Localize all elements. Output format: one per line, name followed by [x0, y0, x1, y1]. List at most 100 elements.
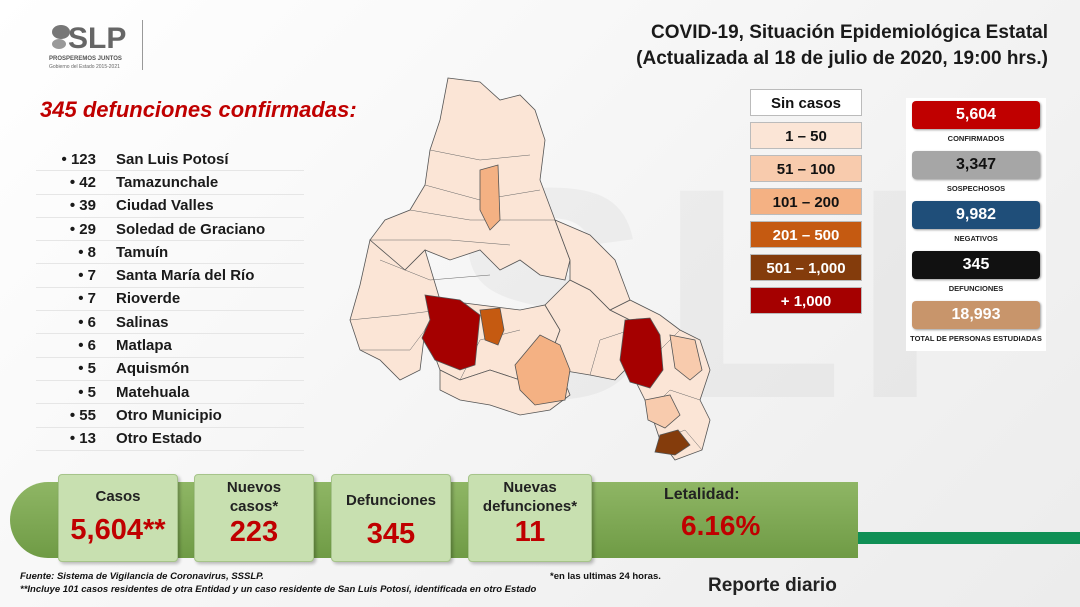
deaths-label: Defunciones [345, 492, 436, 509]
municipality-row: • 7 Rioverde [36, 288, 304, 312]
municipality-row: • 5 Aquismón [36, 358, 304, 381]
municipality-count: • 5 [78, 360, 96, 378]
municipality-count: • 7 [78, 290, 96, 308]
municipality-count: • 6 [78, 313, 96, 331]
new-cases-label-2: casos* [229, 498, 279, 515]
logo-tagline: PROSPEREMOS JUNTOS [49, 56, 122, 62]
municipality-count: • 13 [69, 430, 96, 448]
municipality-count: • 29 [69, 220, 96, 238]
cases-card: Casos 5,604** [58, 474, 178, 562]
map-slp-capital [421, 294, 481, 371]
municipality-name: Rioverde [116, 290, 181, 308]
legend-item: 51 – 100 [750, 155, 862, 182]
legend-item: 101 – 200 [750, 188, 862, 215]
page-title: COVID-19, Situación Epidemiológica Estat… [636, 20, 1048, 72]
stat-value-box: 18,993 [912, 301, 1040, 329]
map-region-altiplano-east [554, 219, 631, 311]
last-24h-note: *en las ultimas 24 horas. [550, 571, 661, 582]
municipality-name: Ciudad Valles [116, 197, 214, 215]
municipality-name: Soledad de Graciano [116, 220, 266, 238]
deaths-heading: 345 defunciones confirmadas: [40, 97, 357, 122]
legend-item: 201 – 500 [750, 221, 862, 248]
municipality-count: • 6 [78, 337, 96, 355]
deaths-value: 345 [366, 518, 416, 550]
municipality-count: • 39 [69, 197, 96, 215]
municipality-row: • 7 Santa María del Río [36, 264, 304, 288]
title-line-1: COVID-19, Situación Epidemiológica Estat… [651, 22, 1048, 43]
municipality-name: Santa María del Río [116, 267, 255, 285]
new-deaths-card: Nuevas defunciones* 11 [468, 474, 592, 562]
municipality-name: Matehuala [116, 383, 190, 401]
municipality-name: Aquismón [116, 360, 190, 378]
logo-subtitle: Gobierno del Estado 2015-2021 [49, 64, 120, 70]
new-deaths-label-2: defunciones* [482, 498, 578, 515]
municipality-name: Otro Municipio [116, 406, 222, 424]
municipality-list: • 123 San Luis Potosí • 42 Tamazunchale • 39… [36, 148, 304, 451]
map-venado [479, 164, 501, 231]
municipality-row: • 29 Soledad de Graciano [36, 218, 304, 242]
municipality-row: • 6 Salinas [36, 311, 304, 335]
municipality-row: • 5 Matehuala [36, 381, 304, 405]
logo-text: SLP [68, 22, 127, 55]
cases-value: 5,604** [70, 514, 166, 546]
legend-item: 501 – 1,000 [750, 254, 862, 281]
new-deaths-label-1: Nuevas [503, 479, 557, 496]
map-tamuin [669, 334, 703, 381]
municipality-name: Salinas [116, 313, 169, 331]
stats-panel: 5,604 CONFIRMADOS 3,347 SOSPECHOSOS 9,982 NEG… [906, 98, 1046, 351]
legend-item: + 1,000 [750, 287, 862, 314]
title-line-2: (Actualizada al 18 de julio de 2020, 19:… [636, 48, 1048, 69]
municipality-count: • 8 [78, 243, 96, 261]
municipality-count: • 123 [61, 150, 96, 168]
lethality-value: 6.16% [681, 510, 761, 541]
legend-item: 1 – 50 [750, 122, 862, 149]
municipality-count: • 5 [78, 383, 96, 401]
stat-label: DEFUNCIONES [948, 284, 1004, 293]
municipality-name: Tamazunchale [116, 173, 219, 191]
slp-logo-icon [52, 25, 70, 49]
municipality-count: • 42 [69, 173, 96, 191]
municipality-row: • 39 Ciudad Valles [36, 195, 304, 218]
map-huasteca-south [644, 394, 681, 429]
stat-label: SOSPECHOSOS [946, 184, 1006, 193]
stat-value-box: 9,982 [912, 201, 1040, 229]
new-deaths-value: 11 [514, 516, 546, 548]
deaths-card: Defunciones 345 [331, 474, 451, 562]
source-note: Fuente: Sistema de Vigilancia de Coronav… [20, 571, 264, 582]
stat-label: NEGATIVOS [954, 234, 998, 243]
map-ciudad-valles [619, 317, 664, 389]
new-cases-value: 223 [229, 516, 279, 548]
map-tamazunchale [654, 429, 691, 456]
residents-note: **Incluye 101 casos residentes de otra E… [20, 584, 537, 595]
daily-report-label: Reporte diario [708, 575, 837, 596]
summary-band-line [858, 532, 1080, 544]
municipality-name: Otro Estado [116, 430, 202, 448]
logo-divider [142, 20, 143, 70]
map-soledad-orange [479, 307, 505, 346]
state-map [349, 77, 711, 461]
municipality-count: • 55 [69, 406, 96, 424]
map-region-west [349, 239, 441, 381]
municipality-row: • 123 San Luis Potosí [36, 148, 304, 172]
municipality-row: • 42 Tamazunchale [36, 171, 304, 195]
municipality-name: Tamuín [116, 243, 169, 261]
stat-value-box: 5,604 [912, 101, 1040, 129]
stat-label: TOTAL DE PERSONAS ESTUDIADAS [910, 334, 1042, 343]
municipality-row: • 13 Otro Estado [36, 428, 304, 451]
lethality-label: Letalidad: [664, 486, 740, 503]
cases-label: Casos [95, 488, 141, 505]
municipality-name: San Luis Potosí [116, 150, 229, 168]
new-cases-label-1: Nuevos [226, 479, 282, 496]
stat-label: CONFIRMADOS [947, 134, 1005, 143]
municipality-row: • 55 Otro Municipio [36, 404, 304, 428]
municipality-count: • 7 [78, 267, 96, 285]
stat-value-box: 345 [912, 251, 1040, 279]
new-cases-card: Nuevos casos* 223 [194, 474, 314, 562]
municipality-row: • 6 Matlapa [36, 334, 304, 358]
municipality-name: Matlapa [116, 337, 172, 355]
map-legend: Sin casos 1 – 50 51 – 100 101 – 200 201 – 50… [750, 89, 862, 320]
legend-item: Sin casos [750, 89, 862, 116]
map-region-north [369, 77, 571, 281]
municipality-row: • 8 Tamuín [36, 241, 304, 265]
